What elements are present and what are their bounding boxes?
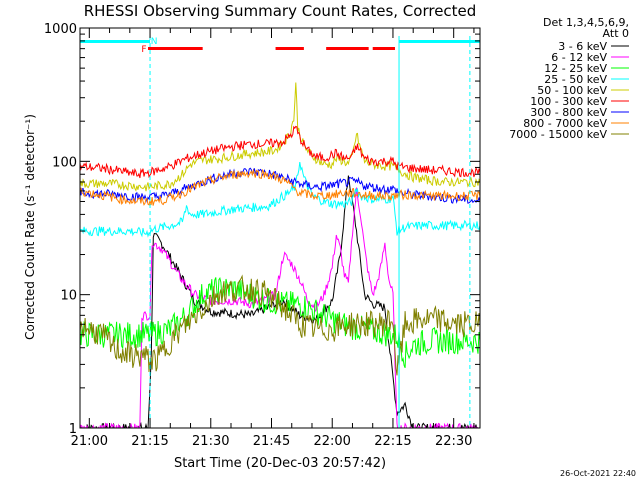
legend-header-line: Att 0	[603, 27, 629, 40]
legend-label: 800 - 7000 keV	[523, 117, 607, 130]
y-tick-label: 10	[60, 289, 77, 304]
series-line-8	[80, 274, 480, 376]
flag-label-n: N	[151, 37, 158, 47]
y-tick-label: 1000	[44, 22, 77, 37]
flare-bar-segment-1	[275, 47, 304, 50]
attenuator-segment-1	[399, 40, 480, 43]
legend-label: 12 - 25 keV	[544, 62, 607, 75]
plot-area: FN	[79, 36, 480, 428]
legend-label: 100 - 300 keV	[530, 95, 607, 108]
x-tick-label: 22:30	[435, 434, 472, 449]
x-tick-label: 21:30	[192, 434, 229, 449]
x-tick-label: 21:00	[71, 434, 108, 449]
x-tick-label: 21:45	[253, 434, 290, 449]
legend-label: 3 - 6 keV	[558, 40, 607, 53]
plot-frame	[79, 27, 481, 429]
legend-header-line: Det 1,3,4,5,6,9,	[543, 16, 629, 29]
x-tick-label: 21:15	[131, 434, 168, 449]
flare-bar-segment-2	[326, 47, 369, 50]
flare-bar-segment-0	[148, 47, 203, 50]
flag-label-f: F	[141, 45, 146, 55]
legend-label: 7000 - 15000 keV	[509, 128, 607, 141]
legend-label: 25 - 50 keV	[544, 73, 607, 86]
x-tick-label: 22:15	[374, 434, 411, 449]
plot-border	[79, 27, 481, 429]
y-tick-label: 1	[69, 422, 77, 437]
flare-bar-segment-3	[372, 47, 395, 50]
attenuator-segment-0	[80, 40, 151, 43]
series-line-6	[80, 167, 480, 204]
footer-timestamp: 26-Oct-2021 22:40	[560, 469, 636, 478]
series-line-5	[80, 125, 480, 179]
series-line-4	[80, 82, 480, 192]
series-line-7	[80, 168, 480, 206]
series-line-2	[80, 276, 480, 368]
y-tick-label: 100	[52, 155, 77, 170]
x-tick-label: 22:00	[313, 434, 350, 449]
series-line-1	[80, 187, 480, 428]
chart-title: RHESSI Observing Summary Count Rates, Co…	[84, 2, 477, 20]
legend-label: 50 - 100 keV	[537, 84, 607, 97]
series-line-3	[80, 162, 480, 238]
axes: 1 10 100 1000 21:00 21:15 21:30 21:45 22:00 22:15…	[44, 22, 480, 449]
y-axis-label: Corrected Count Rate (s⁻¹ detector⁻¹)	[23, 114, 37, 340]
legend-label: 6 - 12 keV	[551, 51, 607, 64]
legend-label: 300 - 800 keV	[530, 106, 607, 119]
x-axis-label: Start Time (20-Dec-03 20:57:42)	[174, 456, 386, 471]
